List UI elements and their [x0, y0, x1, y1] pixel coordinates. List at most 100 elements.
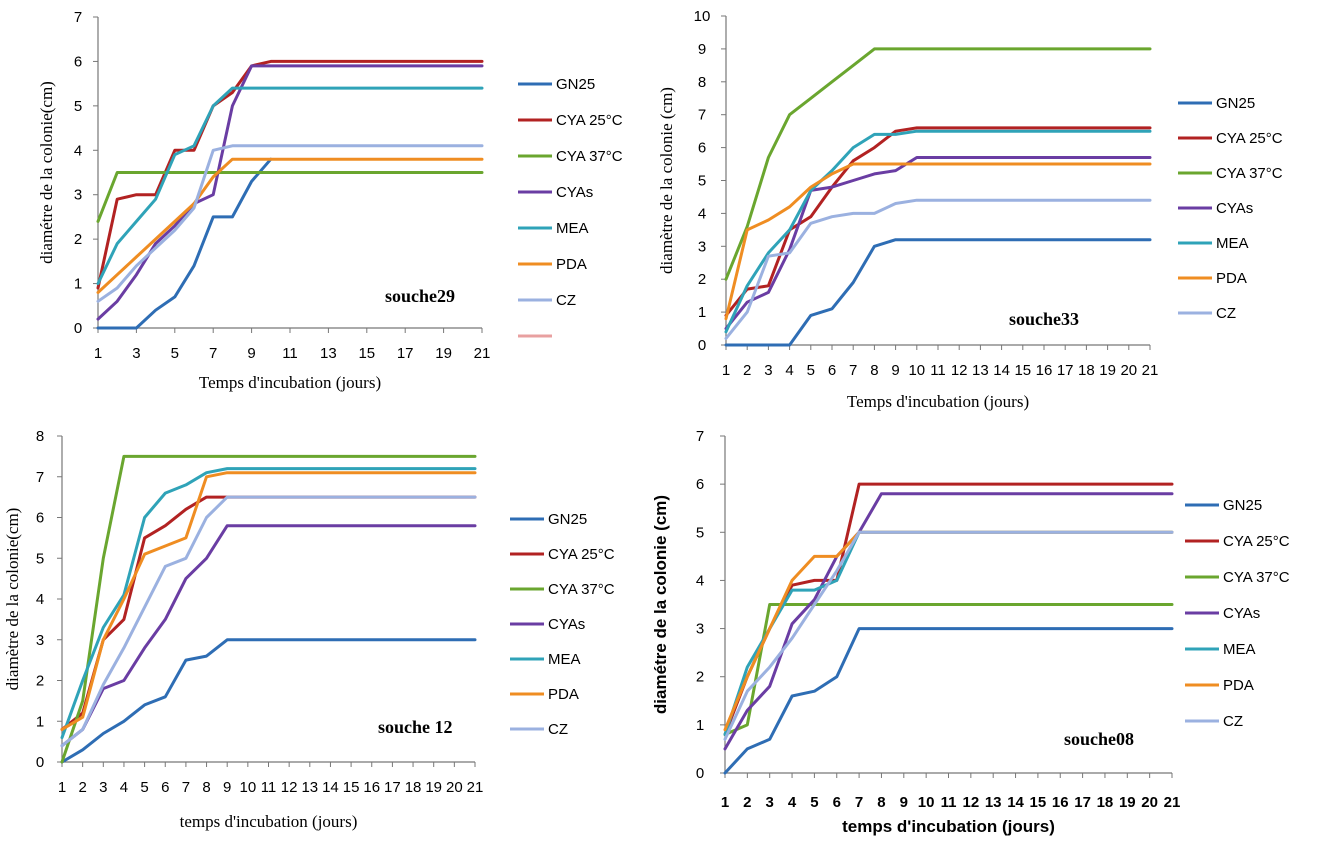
- x-tick-label: 17: [1057, 362, 1074, 379]
- x-tick-label: 18: [405, 779, 422, 796]
- x-tick-label: 17: [1074, 794, 1091, 811]
- series-line-mea: [96, 86, 484, 286]
- strain-annotation: souche08: [1064, 729, 1134, 749]
- x-tick-label: 9: [900, 794, 908, 811]
- legend-label: CYA 25°C: [556, 112, 623, 129]
- x-tick-label: 19: [425, 779, 442, 796]
- x-tick-label: 2: [743, 362, 751, 379]
- legend-label: PDA: [1216, 270, 1247, 287]
- x-tick-label: 21: [474, 345, 491, 362]
- x-tick-label: 16: [1036, 362, 1053, 379]
- x-tick-label: 13: [972, 362, 989, 379]
- series-line-gn25: [724, 238, 1152, 347]
- y-axis-label: diamétre de la colonie (cm): [651, 495, 670, 714]
- legend-label: GN25: [556, 76, 595, 93]
- x-axis-label: Temps d'incubation (jours): [199, 373, 381, 392]
- x-tick-label: 4: [120, 779, 128, 796]
- x-tick-label: 16: [1052, 794, 1069, 811]
- x-tick-label: 8: [877, 794, 885, 811]
- series-line-pda: [724, 162, 1152, 321]
- y-tick-label: 1: [36, 713, 44, 730]
- y-tick-label: 6: [36, 510, 44, 527]
- series-line-pda: [96, 157, 484, 294]
- strain-annotation: souche33: [1009, 309, 1079, 329]
- x-axis-label: Temps d'incubation (jours): [847, 392, 1029, 411]
- x-tick-label: 4: [785, 362, 793, 379]
- x-tick-label: 10: [240, 779, 257, 796]
- y-tick-label: 9: [698, 41, 706, 58]
- legend-label: CZ: [1216, 305, 1236, 322]
- series-line-cya-25-c: [96, 59, 484, 290]
- x-tick-label: 10: [908, 362, 925, 379]
- series-line-mea: [60, 467, 477, 740]
- x-tick-label: 7: [849, 362, 857, 379]
- strain-annotation: souche29: [385, 286, 455, 306]
- y-tick-label: 4: [698, 205, 706, 222]
- x-tick-label: 3: [764, 362, 772, 379]
- x-tick-label: 20: [1141, 794, 1158, 811]
- series-line-gn25: [96, 157, 273, 330]
- x-tick-label: 14: [993, 362, 1010, 379]
- x-axis-label: temps d'incubation (jours): [180, 812, 358, 831]
- y-tick-label: 8: [698, 74, 706, 91]
- y-axis-label: diamètre de la colonie(cm): [3, 508, 22, 691]
- x-tick-label: 7: [209, 345, 217, 362]
- series-line-pda: [723, 530, 1174, 732]
- legend-label: CYA 37°C: [1223, 569, 1290, 586]
- y-tick-label: 3: [74, 187, 82, 204]
- series-line-cz: [96, 144, 484, 303]
- x-tick-label: 13: [320, 345, 337, 362]
- x-tick-label: 20: [1120, 362, 1137, 379]
- x-tick-label: 4: [788, 794, 797, 811]
- y-tick-label: 7: [36, 469, 44, 486]
- x-tick-label: 1: [58, 779, 66, 796]
- x-tick-label: 7: [855, 794, 863, 811]
- legend-label: CYAs: [1216, 200, 1253, 217]
- legend-label: MEA: [556, 220, 589, 237]
- y-tick-label: 2: [696, 669, 704, 686]
- y-tick-label: 0: [36, 754, 44, 771]
- chart-panel-souche08: 0 1 2 3 4 5 6 7 1 2 3 4 5 6 7 8 9 10 11 12 13 14 15 16 17 18 19 20 2…: [650, 415, 1322, 843]
- y-tick-label: 0: [696, 765, 704, 782]
- x-tick-label: 18: [1097, 794, 1114, 811]
- strain-annotation: souche 12: [378, 717, 453, 737]
- x-tick-label: 3: [766, 794, 774, 811]
- series-line-cz: [60, 495, 477, 748]
- legend-label: MEA: [1223, 641, 1256, 658]
- series-line-cyas: [60, 524, 477, 748]
- x-tick-label: 9: [223, 779, 231, 796]
- x-tick-label: 11: [941, 794, 957, 811]
- x-tick-label: 2: [743, 794, 751, 811]
- x-tick-label: 19: [1119, 794, 1136, 811]
- legend-label: CYA 37°C: [556, 148, 623, 165]
- x-tick-label: 15: [343, 779, 360, 796]
- x-tick-label: 18: [1078, 362, 1095, 379]
- y-tick-label: 0: [698, 337, 706, 354]
- y-tick-label: 5: [74, 98, 82, 115]
- x-tick-label: 17: [384, 779, 401, 796]
- series-line-pda: [60, 471, 477, 731]
- legend-label: CYAs: [548, 616, 585, 633]
- x-tick-label: 17: [397, 345, 414, 362]
- chart-panel-souche29: 0 1 2 3 4 5 6 7 1 3 5 7 9 11 13 15 17 19 21 GN25 CYA 25°C CYA…: [0, 0, 650, 415]
- legend-label: PDA: [556, 256, 587, 273]
- y-tick-label: 4: [36, 591, 44, 608]
- y-tick-label: 4: [696, 572, 704, 589]
- x-tick-label: 11: [261, 779, 277, 796]
- x-tick-label: 14: [1007, 794, 1024, 811]
- x-tick-label: 11: [282, 345, 298, 362]
- x-tick-label: 13: [301, 779, 318, 796]
- x-tick-label: 11: [930, 362, 946, 379]
- x-tick-label: 5: [807, 362, 815, 379]
- x-tick-label: 12: [281, 779, 298, 796]
- x-tick-label: 15: [358, 345, 375, 362]
- y-tick-label: 7: [696, 428, 704, 445]
- legend-label: CYAs: [1223, 605, 1260, 622]
- x-tick-label: 6: [828, 362, 836, 379]
- legend-label: CYA 25°C: [1216, 130, 1283, 147]
- y-tick-label: 7: [74, 9, 82, 26]
- series-line-gn25: [723, 627, 1174, 775]
